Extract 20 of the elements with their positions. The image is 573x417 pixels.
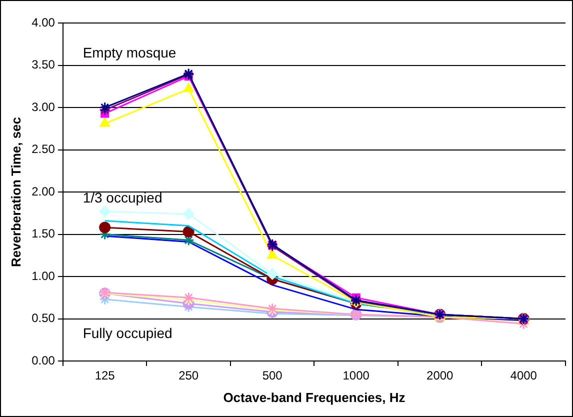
y-axis-title: Reverberation Time, sec <box>8 116 24 268</box>
y-tick-label: 0.00 <box>32 353 56 368</box>
x-tick-label: 4000 <box>510 368 538 383</box>
x-tick-label: 2000 <box>426 368 454 383</box>
x-tick-label: 500 <box>262 368 283 383</box>
y-tick-label: 3.50 <box>32 58 56 72</box>
y-tick-label: 2.50 <box>32 142 56 156</box>
x-tick-label: 250 <box>178 368 199 383</box>
y-tick-label: 1.50 <box>32 226 56 241</box>
y-tick-label: 3.00 <box>32 100 56 114</box>
x-tick-label: 1000 <box>342 368 370 383</box>
x-tick-label: 125 <box>94 368 116 383</box>
y-tick-label: 2.00 <box>32 184 56 198</box>
annotation: 1/3 occupied <box>82 190 162 206</box>
annotation: Empty mosque <box>82 44 176 60</box>
y-tick-label: 0.50 <box>32 311 56 326</box>
x-axis-title: Octave-band Frequencies, Hz <box>223 390 406 405</box>
y-tick-label: 4.00 <box>32 15 56 30</box>
annotation: Fully occupied <box>82 324 172 341</box>
y-tick-label: 1.00 <box>32 268 56 283</box>
